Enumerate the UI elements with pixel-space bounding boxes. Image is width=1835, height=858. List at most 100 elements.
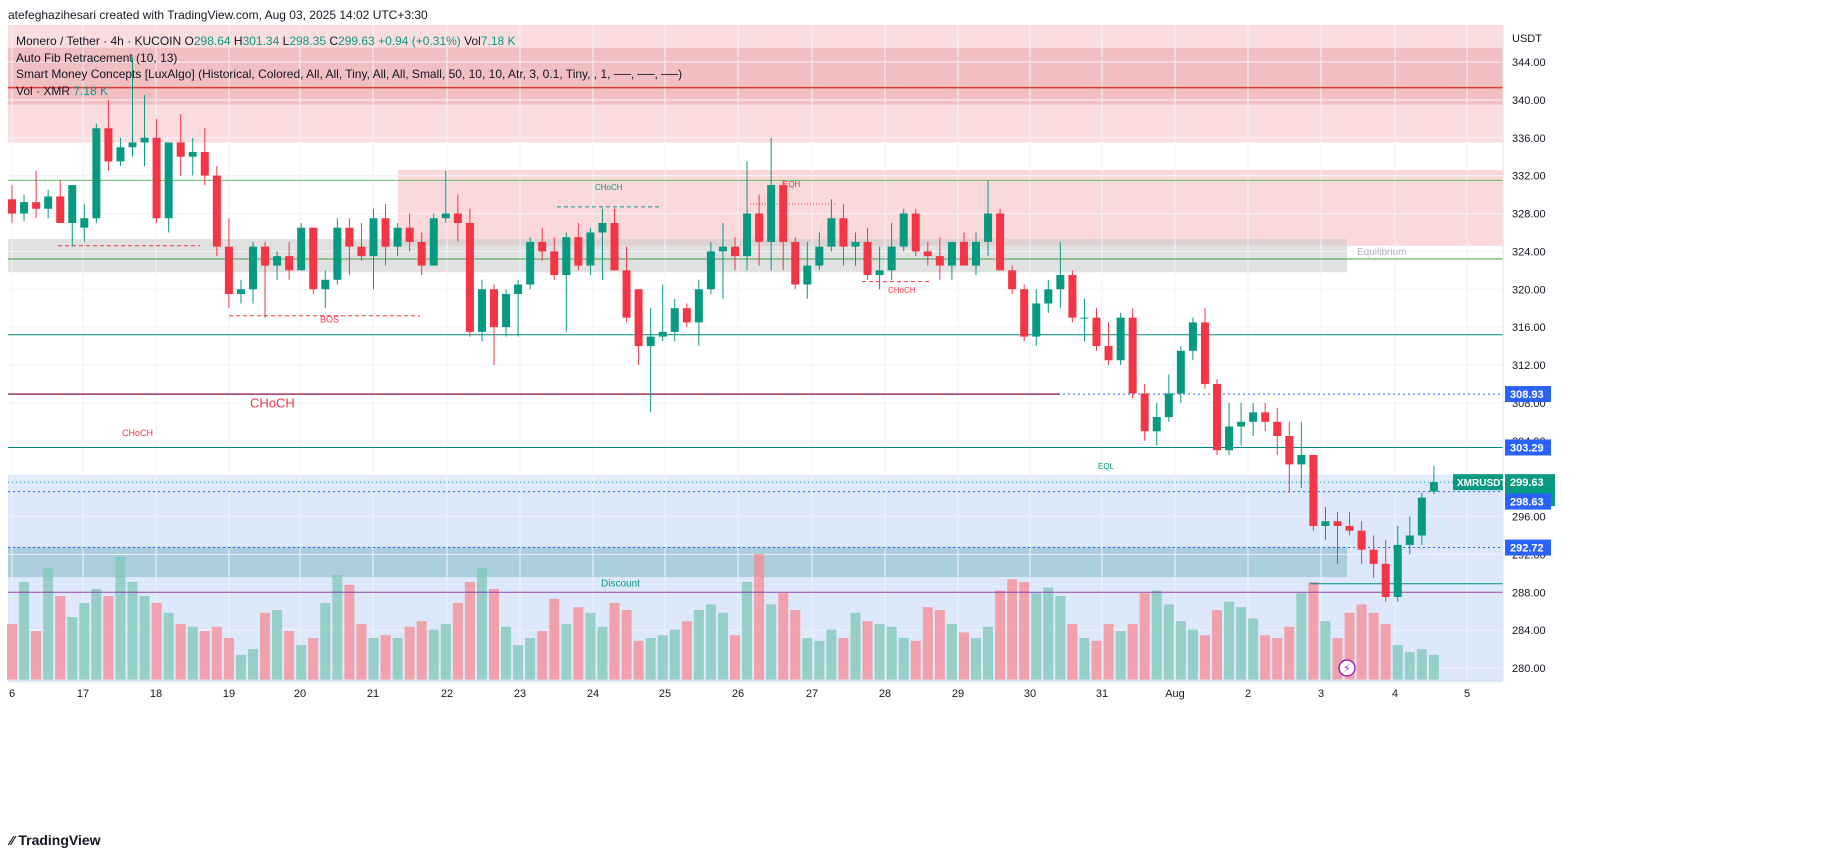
volume-bar <box>344 584 355 680</box>
candle-body <box>791 241 800 285</box>
volume-bar <box>802 638 813 680</box>
lightning-icon <box>1338 659 1356 677</box>
time-tick-label: 19 <box>223 688 235 700</box>
candle-body <box>224 246 233 294</box>
volume-bar <box>368 638 379 680</box>
low-value: 298.35 <box>289 34 327 48</box>
volume-bar <box>669 629 680 680</box>
price-axis-bg <box>1503 25 1835 800</box>
volume-bar <box>1055 596 1066 680</box>
time-axis[interactable]: 6 17 18 19 20 21 22 23 24 25 26 27 28 29 30 31 Aug 2 3 4 5 <box>8 679 1503 700</box>
price-tick-label: 280.00 <box>1512 663 1546 675</box>
volume-bar <box>1284 626 1295 680</box>
candle-body <box>1345 525 1354 531</box>
volume-bar <box>754 554 765 680</box>
price-tick-label: 296.00 <box>1512 512 1546 524</box>
candle-body <box>116 147 125 162</box>
candle-body <box>1056 275 1065 290</box>
volume-bar <box>1296 593 1307 680</box>
indicator-smc[interactable]: Smart Money Concepts [LuxAlgo] (Historic… <box>16 67 683 81</box>
level-tag <box>1505 386 1551 403</box>
volume-bar <box>1007 579 1018 680</box>
price-tick-label: 336.00 <box>1512 133 1546 145</box>
candle-body <box>405 227 414 242</box>
volume-bar <box>1151 590 1162 680</box>
high-value: 301.34 <box>242 34 280 48</box>
symbol-tag <box>1453 474 1503 491</box>
time-tick-label: 27 <box>806 688 818 700</box>
volume-bar <box>609 603 620 680</box>
volume-bar <box>597 626 608 680</box>
volume-bar <box>380 635 391 680</box>
candle-body <box>200 151 209 176</box>
candle-body <box>731 246 739 257</box>
structure-lines <box>8 86 1503 593</box>
volume-bar <box>55 596 66 680</box>
candle-body <box>718 246 727 252</box>
candle-body <box>502 293 511 328</box>
candle-body <box>92 128 101 219</box>
candle-body <box>333 227 342 280</box>
volume-bar <box>1332 638 1343 680</box>
candle-body <box>1369 549 1378 564</box>
level-tag <box>1505 439 1551 456</box>
volume-bar <box>1127 624 1138 680</box>
volume-bar <box>79 603 90 680</box>
tradingview-branding[interactable]: ⁄⁄ TradingView <box>10 832 101 848</box>
volume-bar <box>1272 638 1283 680</box>
candle-body <box>188 151 197 157</box>
candle-body <box>1020 289 1029 337</box>
candle-body <box>393 227 402 247</box>
price-tick-label: 340.00 <box>1512 95 1546 107</box>
candle-body <box>164 142 173 219</box>
price-tick-label: 312.00 <box>1512 360 1546 372</box>
volume-bar <box>296 645 307 680</box>
candle-body <box>947 241 956 266</box>
premium-zone-top <box>8 47 1503 105</box>
candle-body <box>104 128 113 162</box>
volume-bar <box>1392 645 1403 680</box>
candle-body <box>1104 346 1113 361</box>
candle-body <box>911 213 920 252</box>
volume-bar <box>115 556 126 680</box>
volume-bar <box>1187 629 1198 680</box>
volume-bar <box>971 638 981 680</box>
candle-body <box>598 222 607 233</box>
volume-bar <box>235 654 246 680</box>
candle-body <box>743 213 752 257</box>
volume-bar <box>1043 587 1054 680</box>
indicator-fib[interactable]: Auto Fib Retracement (10, 13) <box>16 50 178 65</box>
volume-bar <box>946 624 957 680</box>
symbol-title[interactable]: Monero / Tether · 4h · KUCOIN <box>16 34 182 48</box>
volume-bar <box>1428 654 1439 680</box>
candle-body <box>1116 317 1125 361</box>
level-tag-label: 303.29 <box>1510 442 1544 454</box>
volume-bar <box>513 645 524 680</box>
candle-body <box>453 213 462 223</box>
candle-body <box>767 185 776 242</box>
annotation-label: BOS <box>320 314 339 324</box>
candle-body <box>1008 270 1017 290</box>
volume-bar <box>1067 624 1078 680</box>
candle-body <box>670 308 679 332</box>
price-chart[interactable]: CHoCH BOS CHoCH CHoCH EQH CHoCH EQL Equilibrium… <box>0 25 1835 825</box>
volume-bar <box>428 629 439 680</box>
volume-bar <box>308 638 319 680</box>
volume-bar <box>501 626 512 680</box>
open-value: 298.64 <box>193 34 231 48</box>
candle-body <box>128 142 137 148</box>
symbol-row[interactable]: Monero / Tether · 4h · KUCOIN O298.64 H3… <box>16 33 682 50</box>
candle-body <box>755 213 764 242</box>
change-value: +0.94 (+0.31%) <box>378 34 461 48</box>
indicator-volume[interactable]: Vol · XMR 7.18 K <box>16 83 682 100</box>
volume-bar <box>1248 618 1259 680</box>
candle-body <box>827 218 836 247</box>
candle-body <box>417 241 426 266</box>
supply-block <box>398 169 1503 246</box>
candle-body <box>1092 317 1101 347</box>
volume-bar <box>1236 607 1247 680</box>
volume-bar <box>1079 638 1090 680</box>
volume-bar <box>476 568 487 680</box>
price-axis[interactable]: USDT 344.00 340.00 336.00 332.00 328.00 324.00… <box>1502 25 1835 800</box>
candle-body <box>321 279 330 290</box>
